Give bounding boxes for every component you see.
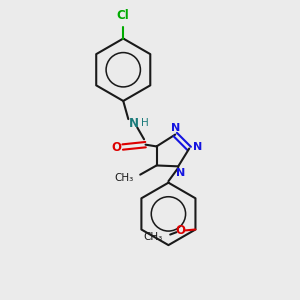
Text: H: H xyxy=(141,118,149,128)
Text: N: N xyxy=(171,123,181,133)
Text: Cl: Cl xyxy=(116,9,129,22)
Text: CH₃: CH₃ xyxy=(143,232,162,242)
Text: O: O xyxy=(112,141,122,154)
Text: CH₃: CH₃ xyxy=(114,173,134,183)
Text: N: N xyxy=(129,117,139,130)
Text: N: N xyxy=(193,142,202,152)
Text: N: N xyxy=(176,168,185,178)
Text: O: O xyxy=(175,224,185,238)
